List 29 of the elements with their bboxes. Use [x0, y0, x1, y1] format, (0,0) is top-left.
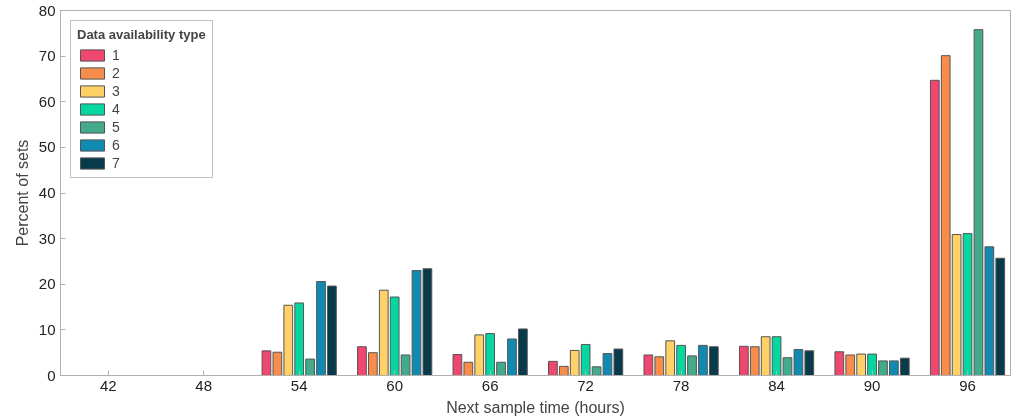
legend-label: 1 — [112, 47, 121, 63]
y-tick-label: 70 — [38, 47, 56, 65]
y-tick-label: 0 — [47, 366, 56, 384]
legend-label: 2 — [112, 65, 121, 81]
legend-label: 6 — [112, 137, 121, 153]
y-tick-label: 30 — [38, 229, 56, 247]
legend-title: Data availability type — [77, 27, 206, 42]
x-tick-label: 54 — [290, 376, 308, 394]
y-tick-label: 50 — [38, 138, 56, 156]
x-tick-label: 90 — [863, 376, 881, 394]
x-tick-label: 72 — [577, 376, 594, 394]
y-tick-label: 20 — [38, 275, 56, 293]
y-tick-label: 80 — [38, 1, 56, 19]
x-tick-label: 96 — [959, 376, 976, 394]
x-tick-label: 60 — [386, 376, 404, 394]
legend-label: 5 — [112, 119, 121, 135]
legend-label: 7 — [112, 155, 121, 171]
x-tick-label: 84 — [768, 376, 785, 394]
y-tick-label: 10 — [38, 320, 56, 338]
x-tick-label: 42 — [99, 376, 117, 394]
legend-label: 3 — [112, 83, 121, 99]
y-tick-label: 40 — [38, 184, 56, 201]
x-tick-label: 78 — [672, 376, 690, 394]
y-tick-label: 60 — [38, 92, 56, 110]
x-tick-label: 48 — [195, 376, 213, 394]
x-axis-title: Next sample time (hours) — [446, 398, 625, 416]
x-tick-label: 66 — [481, 376, 499, 394]
y-axis-title: Percent of sets — [13, 139, 31, 247]
legend-label: 4 — [112, 101, 121, 117]
